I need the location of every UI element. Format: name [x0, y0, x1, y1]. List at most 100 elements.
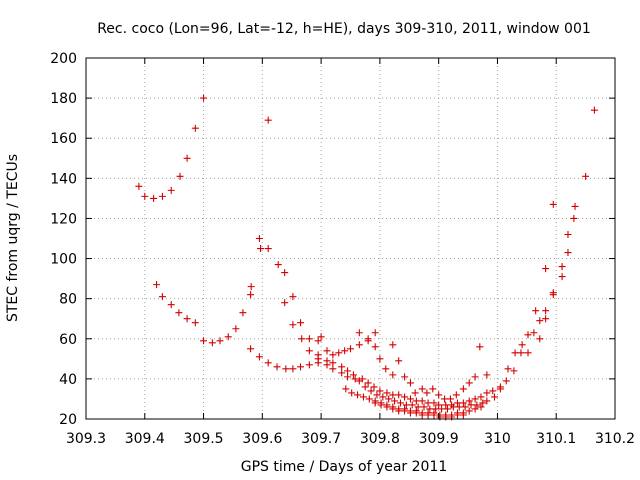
data-point	[473, 401, 481, 409]
x-tick-label: 309.4	[125, 431, 165, 447]
data-point	[150, 194, 158, 202]
data-point	[420, 403, 428, 411]
data-point	[590, 106, 598, 114]
data-point	[323, 347, 331, 355]
data-point	[435, 401, 443, 409]
y-tick-label: 180	[50, 91, 77, 107]
x-tick-label: 309.5	[184, 431, 224, 447]
data-point	[465, 407, 473, 415]
data-point	[549, 289, 557, 297]
data-point	[191, 124, 199, 132]
data-point	[452, 391, 460, 399]
data-point	[483, 371, 491, 379]
data-point	[414, 403, 422, 411]
data-point	[530, 329, 538, 337]
data-point	[355, 377, 363, 385]
data-point	[305, 347, 313, 355]
data-point	[347, 345, 354, 353]
data-point	[430, 411, 438, 419]
data-point	[338, 369, 346, 377]
data-point	[373, 391, 381, 399]
data-point	[564, 249, 572, 257]
data-point	[175, 309, 183, 317]
data-point	[453, 399, 461, 407]
data-point	[406, 395, 414, 403]
grid	[86, 58, 615, 419]
data-point	[141, 192, 149, 200]
data-point	[247, 345, 255, 353]
data-point	[502, 377, 510, 385]
data-point	[471, 373, 479, 381]
data-point	[389, 391, 397, 399]
data-point	[370, 383, 378, 391]
data-point	[396, 399, 404, 407]
data-point	[558, 263, 566, 271]
data-point	[348, 389, 356, 397]
data-point	[443, 405, 451, 413]
x-tick-label: 309.3	[66, 431, 106, 447]
data-point	[435, 391, 443, 399]
data-point	[406, 379, 414, 387]
data-point	[264, 116, 272, 124]
data-point	[281, 299, 289, 307]
data-point	[377, 401, 385, 409]
data-point	[483, 397, 491, 405]
data-point	[255, 235, 263, 242]
data-point	[371, 329, 379, 337]
data-point	[489, 387, 497, 395]
data-point	[510, 367, 518, 375]
data-point	[371, 343, 379, 351]
data-point	[467, 401, 475, 409]
data-point	[518, 341, 526, 349]
data-point	[441, 395, 449, 403]
x-tick-label: 310.2	[595, 431, 635, 447]
data-point	[183, 154, 191, 162]
data-point	[317, 333, 325, 341]
data-point	[365, 395, 373, 403]
data-point	[200, 94, 208, 102]
data-point	[483, 389, 491, 397]
data-point	[424, 399, 432, 407]
data-point	[135, 182, 143, 190]
data-point	[247, 283, 255, 291]
data-point	[335, 349, 343, 357]
data-point	[359, 393, 367, 401]
data-point	[401, 373, 409, 381]
data-point	[536, 317, 544, 325]
data-point	[232, 325, 240, 333]
data-point	[571, 202, 579, 210]
data-point	[305, 361, 313, 369]
data-point	[459, 411, 467, 419]
data-point	[442, 401, 450, 409]
x-tick-label: 309.7	[301, 431, 341, 447]
data-point	[297, 319, 305, 327]
data-point	[459, 399, 467, 407]
data-point	[491, 393, 499, 401]
data-point	[401, 407, 409, 415]
data-point	[459, 385, 467, 393]
data-point	[344, 373, 352, 381]
data-point	[401, 393, 409, 401]
data-point	[183, 315, 191, 323]
data-point	[461, 403, 469, 411]
data-points	[135, 94, 598, 421]
data-point	[329, 351, 337, 359]
data-point	[264, 359, 272, 367]
y-tick-label: 120	[50, 211, 77, 227]
data-point	[329, 359, 337, 367]
data-point	[158, 293, 166, 301]
data-point	[289, 293, 297, 301]
data-point	[389, 371, 397, 379]
data-point	[524, 349, 532, 357]
x-tick-label: 310	[484, 431, 511, 447]
data-point	[305, 335, 313, 343]
data-point	[389, 341, 397, 349]
data-point	[247, 291, 255, 299]
data-point	[496, 383, 504, 391]
data-point	[418, 411, 426, 419]
data-point	[524, 331, 532, 339]
data-point	[216, 337, 224, 345]
data-point	[351, 375, 359, 383]
